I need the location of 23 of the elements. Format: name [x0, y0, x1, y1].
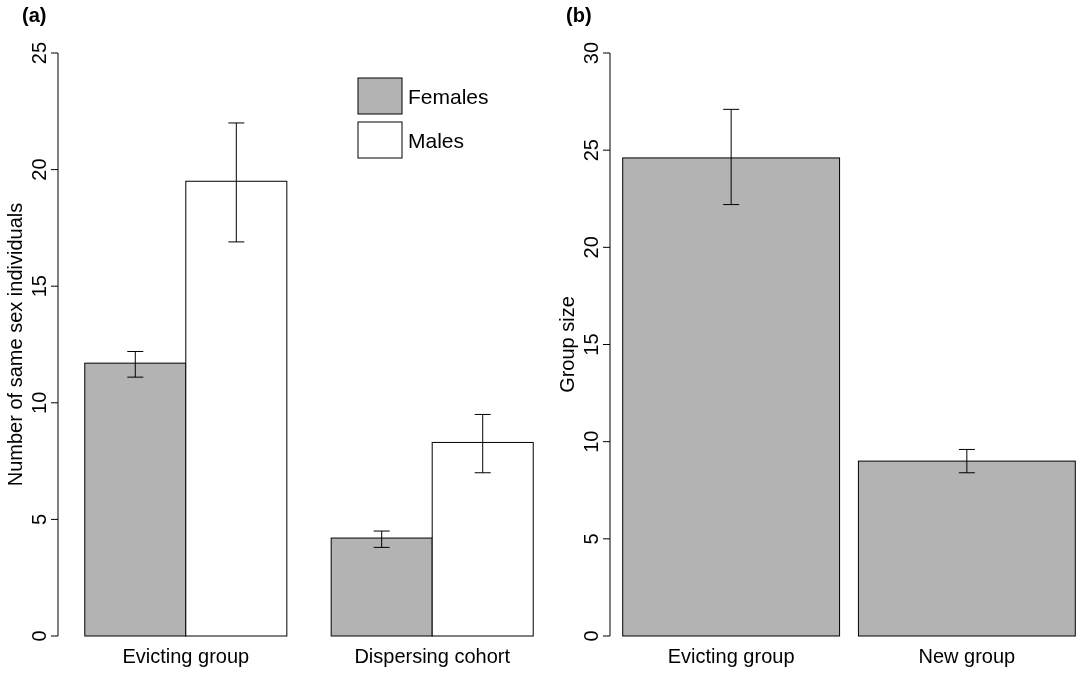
y-tick-label: 25	[28, 41, 50, 65]
y-tick-label: 5	[28, 513, 50, 525]
y-axis-title: Group size	[556, 296, 578, 393]
chart-title: (a)	[22, 4, 47, 26]
y-tick-label: 0	[580, 630, 602, 642]
y-tick-label: 5	[580, 533, 602, 545]
y-axis-title: Number of same sex individuals	[4, 202, 26, 487]
legend-label: Females	[408, 85, 489, 108]
legend-label: Males	[408, 129, 465, 152]
y-tick-label: 15	[580, 333, 602, 356]
y-tick-label: 10	[580, 430, 602, 453]
y-tick-label: 10	[28, 391, 50, 414]
y-tick-label: 15	[28, 275, 50, 298]
x-tick-label: Dispersing cohort	[354, 645, 511, 667]
y-tick-label: 0	[28, 630, 50, 642]
y-tick-label: 30	[580, 41, 602, 65]
y-tick-label: 20	[580, 236, 602, 259]
chart-title: (b)	[566, 4, 592, 26]
x-tick-label: Evicting group	[122, 645, 250, 667]
x-tick-label: New group	[918, 645, 1016, 667]
x-tick-label: Evicting group	[667, 645, 795, 667]
y-tick-label: 20	[28, 158, 50, 181]
y-tick-label: 25	[580, 139, 602, 162]
